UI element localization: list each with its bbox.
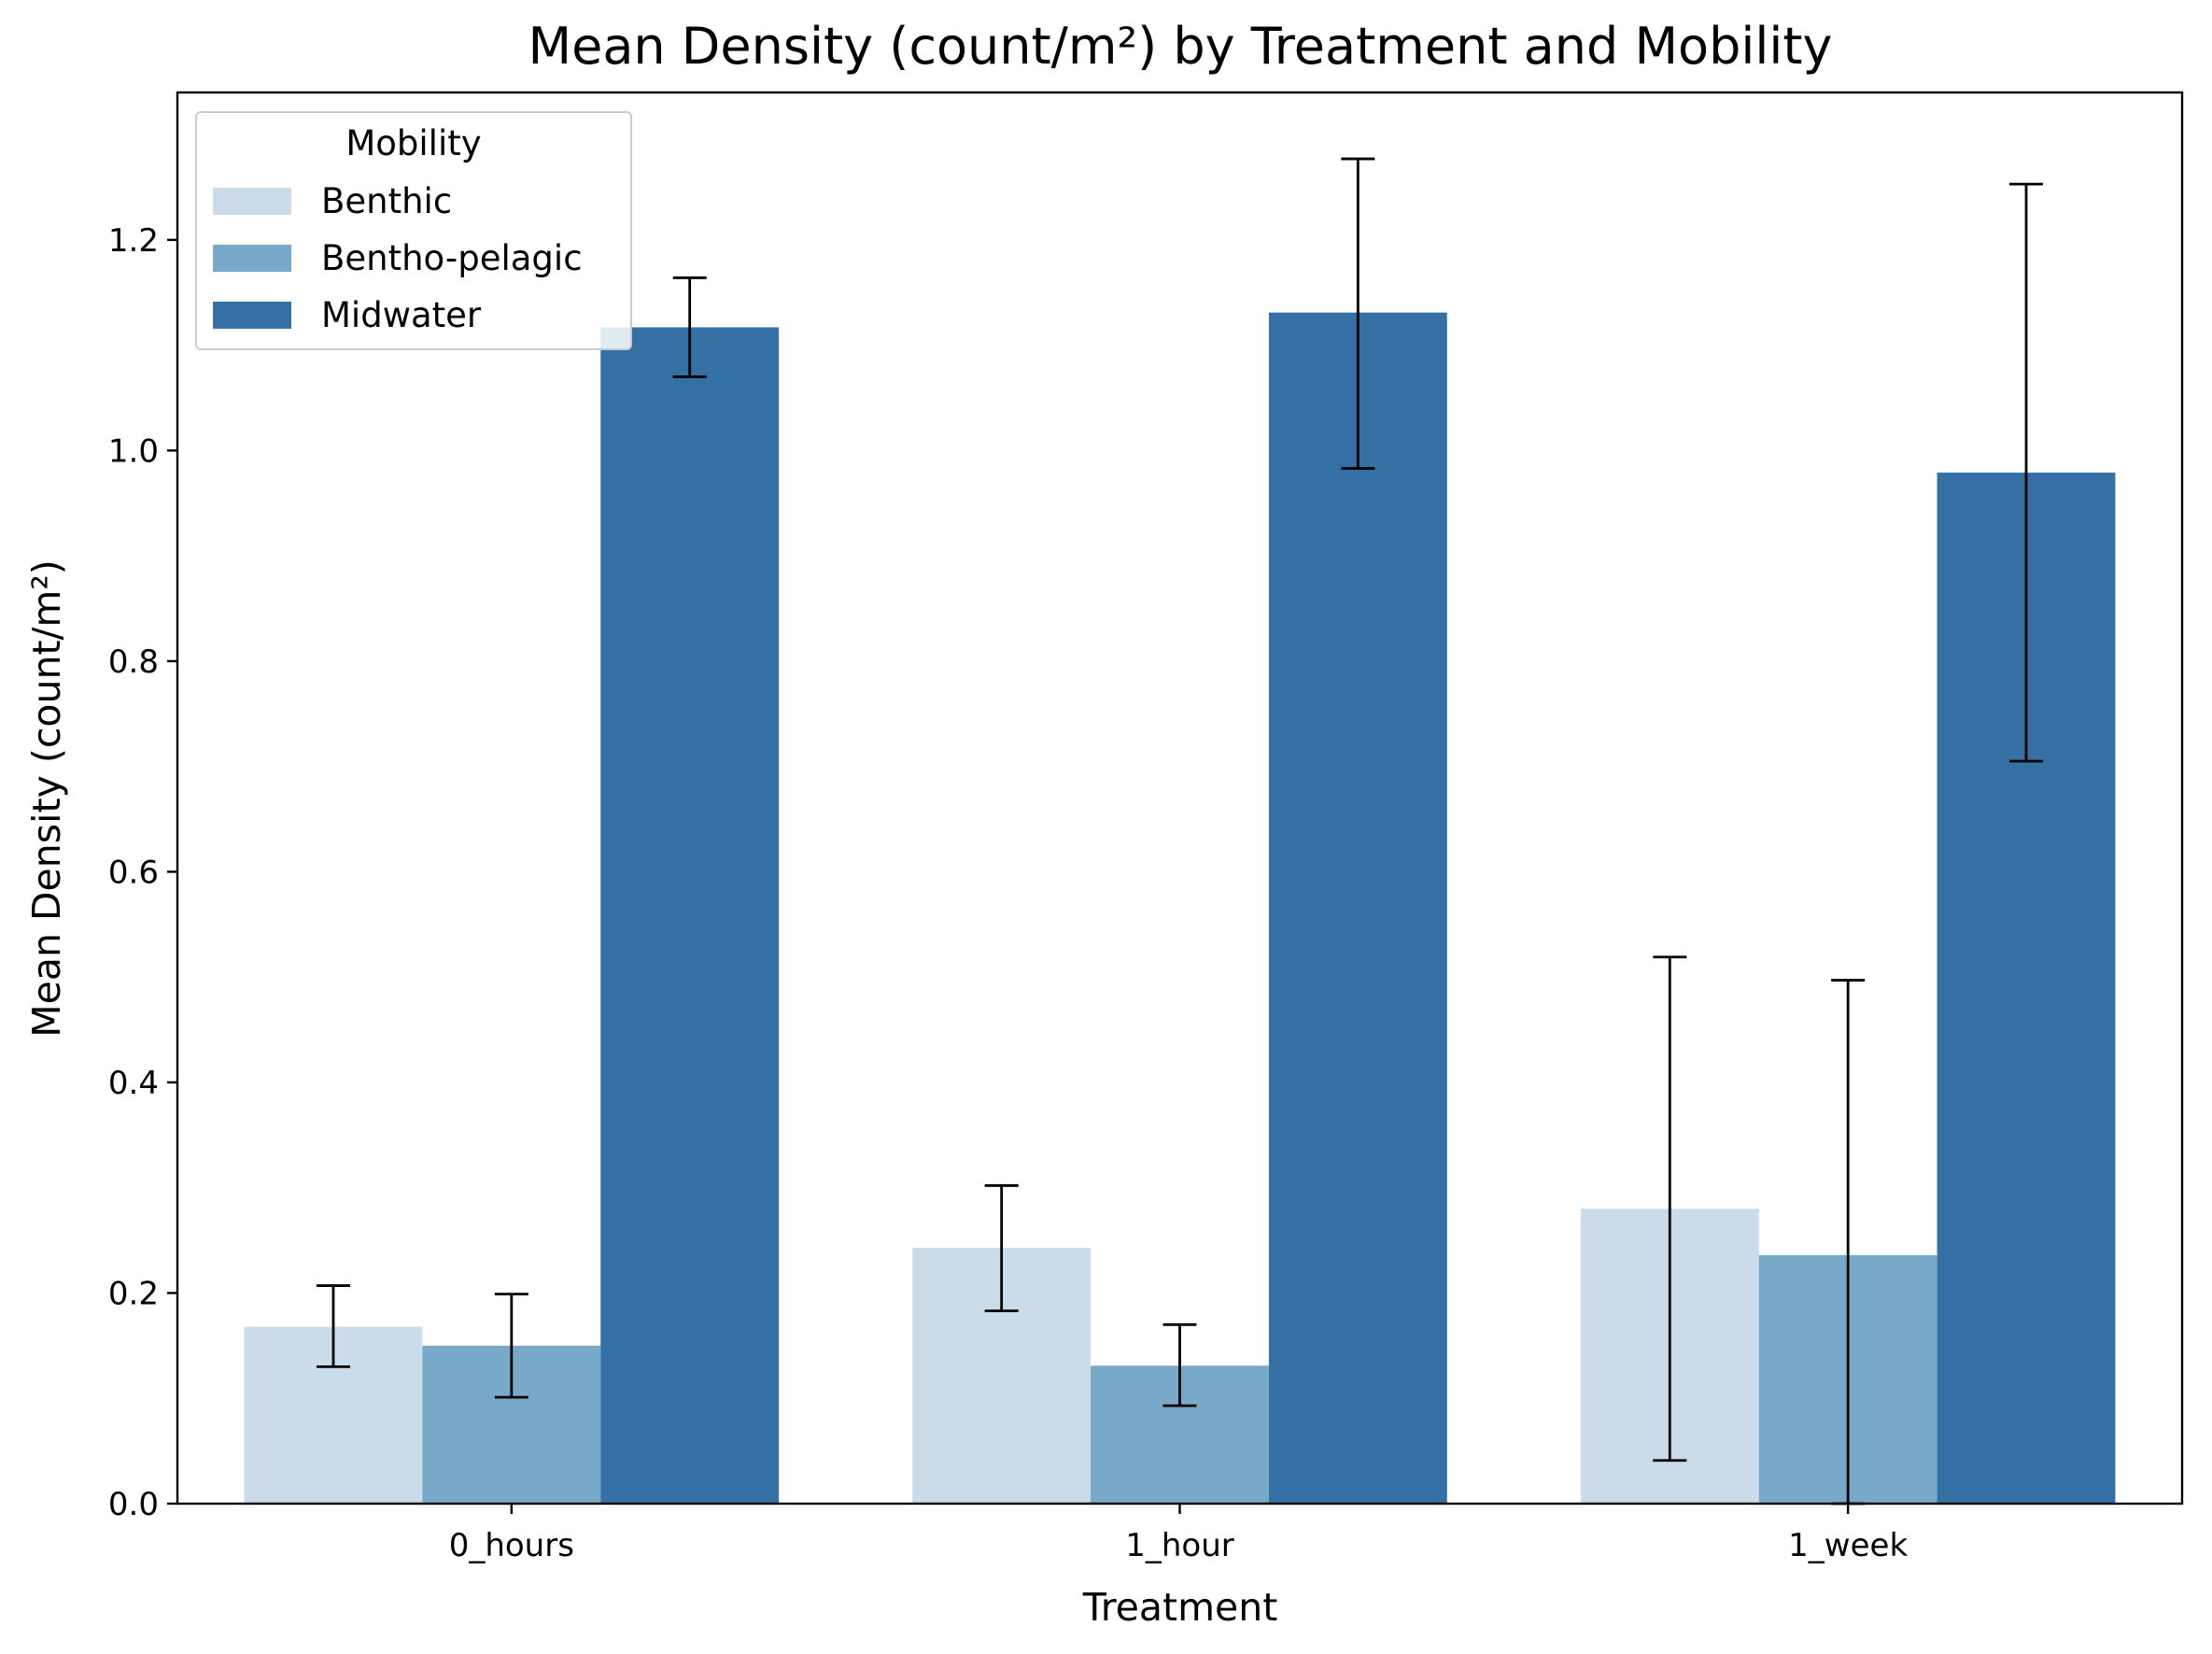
error-bar-benthic-1-week [1653,955,1687,1463]
legend-swatch [213,188,291,215]
legend: Mobility Benthic Bentho-pelagic Midwater [195,111,632,350]
legend-swatch [213,302,291,329]
y-tick-label: 0.8 [108,643,159,681]
x-tick-label: 1_week [1788,1527,1908,1564]
error-bar-midwater-1-week [2009,182,2044,763]
y-tick-label: 0.0 [108,1486,159,1523]
y-tick-label: 0.2 [108,1275,159,1312]
error-bar-midwater-1-hour [1341,157,1375,470]
x-axis: 0_hours 1_hour 1_week [449,1504,1908,1564]
error-bar-midwater-0-hours [672,276,707,378]
bar-midwater-1-hour [1268,312,1447,1504]
chart-title: Mean Density (count/m²) by Treatment and… [528,17,1833,76]
y-axis-title: Mean Density (count/m²) [24,559,69,1038]
error-bar-benthic-1-hour [984,1184,1019,1313]
error-bar-benthic-0-hours [316,1284,350,1368]
x-tick-label: 1_hour [1125,1527,1234,1564]
legend-title: Mobility [345,123,481,163]
y-tick-label: 1.2 [108,222,159,260]
error-bar-bentho-pelagic-1-hour [1162,1322,1197,1407]
legend-label: Bentho-pelagic [321,238,583,278]
legend-label: Midwater [321,295,482,335]
y-axis: 0.0 0.2 0.4 0.6 0.8 1.0 1.2 [108,222,177,1523]
error-bars-layer [316,157,2044,1506]
x-axis-title: Treatment [1082,1585,1278,1630]
legend-items: Benthic Bentho-pelagic Midwater [213,181,583,335]
bar-midwater-0-hours [600,327,780,1504]
legend-label: Benthic [321,181,452,221]
legend-swatch [213,245,291,272]
legend-frame [195,111,632,350]
y-tick-label: 1.0 [108,432,159,470]
x-tick-label: 0_hours [449,1527,574,1564]
bars-layer [244,312,2116,1505]
y-tick-label: 0.4 [108,1065,159,1102]
y-tick-label: 0.6 [108,854,159,891]
error-bar-bentho-pelagic-0-hours [494,1293,528,1399]
